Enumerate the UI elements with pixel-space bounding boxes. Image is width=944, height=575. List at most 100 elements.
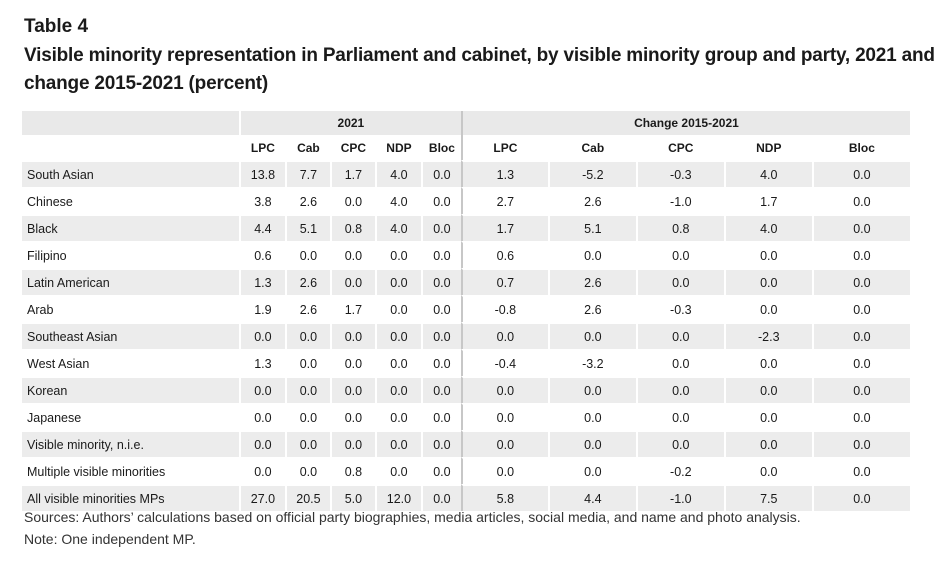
cell-2021: 0.0 (422, 241, 461, 268)
table-row: Arab 1.9 2.6 1.7 0.0 0.0 -0.8 2.6 -0.3 0.0 0.0 (22, 295, 910, 322)
column-header-2021: CPC (331, 135, 377, 160)
cell-change: 0.0 (725, 457, 814, 484)
cell-2021: 0.0 (240, 403, 287, 430)
cell-change: 0.0 (813, 484, 910, 511)
cell-2021: 0.0 (331, 241, 377, 268)
table-row: South Asian 13.8 7.7 1.7 4.0 0.0 1.3 -5.2 -0.3 4.… (22, 160, 910, 187)
cell-2021: 0.0 (376, 349, 423, 376)
cell-2021: 0.0 (422, 322, 461, 349)
column-header-change: LPC (460, 135, 550, 160)
cell-change: 0.0 (813, 349, 910, 376)
cell-2021: 0.0 (286, 349, 332, 376)
cell-change: 0.0 (637, 241, 726, 268)
row-label: West Asian (22, 349, 241, 376)
cell-change: 0.8 (637, 214, 726, 241)
cell-change: 0.0 (813, 187, 910, 214)
column-header-2021: Cab (286, 135, 332, 160)
row-label: All visible minorities MPs (22, 484, 241, 511)
cell-change: -1.0 (637, 484, 726, 511)
cell-change: 1.7 (460, 214, 550, 241)
table-row: Filipino 0.6 0.0 0.0 0.0 0.0 0.6 0.0 0.0 0.0 0.0 (22, 241, 910, 268)
cell-2021: 0.0 (376, 322, 423, 349)
cell-change: 2.7 (460, 187, 550, 214)
cell-change: 0.0 (460, 322, 550, 349)
group-header-change: Change 2015-2021 (460, 111, 910, 135)
group-header-blank (22, 111, 241, 135)
cell-2021: 0.0 (422, 349, 461, 376)
cell-2021: 4.0 (376, 214, 423, 241)
cell-change: -2.3 (725, 322, 814, 349)
cell-change: 1.7 (725, 187, 814, 214)
cell-change: 0.0 (813, 430, 910, 457)
table-body: South Asian 13.8 7.7 1.7 4.0 0.0 1.3 -5.2 -0.3 4.… (22, 160, 910, 511)
cell-change: -3.2 (549, 349, 638, 376)
row-label: Visible minority, n.i.e. (22, 430, 241, 457)
cell-2021: 0.0 (286, 322, 332, 349)
row-label: Chinese (22, 187, 241, 214)
column-header-change: Bloc (813, 135, 910, 160)
table-row: All visible minorities MPs 27.0 20.5 5.0 12.… (22, 484, 910, 511)
cell-change: 0.0 (813, 403, 910, 430)
cell-change: 2.6 (549, 187, 638, 214)
cell-change: 0.0 (725, 403, 814, 430)
cell-change: 7.5 (725, 484, 814, 511)
cell-change: 0.0 (813, 376, 910, 403)
cell-change: 0.0 (637, 322, 726, 349)
cell-2021: 4.0 (376, 187, 423, 214)
row-label: Arab (22, 295, 241, 322)
cell-change: 0.0 (725, 376, 814, 403)
cell-change: 0.0 (813, 241, 910, 268)
cell-2021: 0.6 (240, 241, 287, 268)
cell-change: 0.0 (725, 268, 814, 295)
cell-2021: 0.0 (422, 430, 461, 457)
cell-2021: 2.6 (286, 268, 332, 295)
cell-change: -0.3 (637, 160, 726, 187)
cell-2021: 4.4 (240, 214, 287, 241)
row-label: Latin American (22, 268, 241, 295)
cell-2021: 5.0 (331, 484, 377, 511)
cell-change: 0.0 (549, 430, 638, 457)
cell-change: 0.0 (725, 241, 814, 268)
cell-change: 0.0 (725, 349, 814, 376)
column-header-2021: Bloc (422, 135, 461, 160)
cell-2021: 0.0 (331, 322, 377, 349)
cell-change: 0.0 (460, 430, 550, 457)
cell-2021: 0.0 (376, 241, 423, 268)
table-notes: Sources: Authors’ calculations based on … (24, 506, 801, 550)
cell-2021: 0.0 (422, 457, 461, 484)
cell-change: -5.2 (549, 160, 638, 187)
cell-2021: 7.7 (286, 160, 332, 187)
cell-2021: 12.0 (376, 484, 423, 511)
cell-2021: 0.8 (331, 457, 377, 484)
cell-2021: 0.0 (331, 349, 377, 376)
column-header-change: NDP (725, 135, 814, 160)
table-row: Japanese 0.0 0.0 0.0 0.0 0.0 0.0 0.0 0.0 0.0 0.0 (22, 403, 910, 430)
cell-change: 4.0 (725, 160, 814, 187)
row-label: Southeast Asian (22, 322, 241, 349)
cell-2021: 5.1 (286, 214, 332, 241)
cell-change: 0.0 (813, 214, 910, 241)
cell-change: 0.0 (813, 295, 910, 322)
table-row: Korean 0.0 0.0 0.0 0.0 0.0 0.0 0.0 0.0 0.0 0.0 (22, 376, 910, 403)
cell-change: -0.3 (637, 295, 726, 322)
cell-2021: 13.8 (240, 160, 287, 187)
table-title: Visible minority representation in Parli… (24, 45, 935, 94)
cell-2021: 0.0 (422, 268, 461, 295)
cell-change: 0.6 (460, 241, 550, 268)
cell-change: 0.0 (549, 376, 638, 403)
row-label: South Asian (22, 160, 241, 187)
cell-2021: 2.6 (286, 187, 332, 214)
cell-2021: 1.7 (331, 160, 377, 187)
cell-2021: 0.0 (286, 376, 332, 403)
cell-change: 0.0 (637, 349, 726, 376)
group-header-row: 2021 Change 2015-2021 (22, 111, 910, 135)
cell-2021: 0.0 (376, 457, 423, 484)
cell-change: 0.0 (813, 268, 910, 295)
cell-2021: 1.3 (240, 268, 287, 295)
sources-note: Sources: Authors’ calculations based on … (24, 509, 801, 525)
table-row: Multiple visible minorities 0.0 0.0 0.8 0.0 0… (22, 457, 910, 484)
cell-change: 0.0 (549, 241, 638, 268)
cell-2021: 2.6 (286, 295, 332, 322)
column-header-row: LPC Cab CPC NDP Bloc LPC Cab CPC NDP Blo… (22, 135, 910, 160)
group-header-2021: 2021 (240, 111, 461, 135)
